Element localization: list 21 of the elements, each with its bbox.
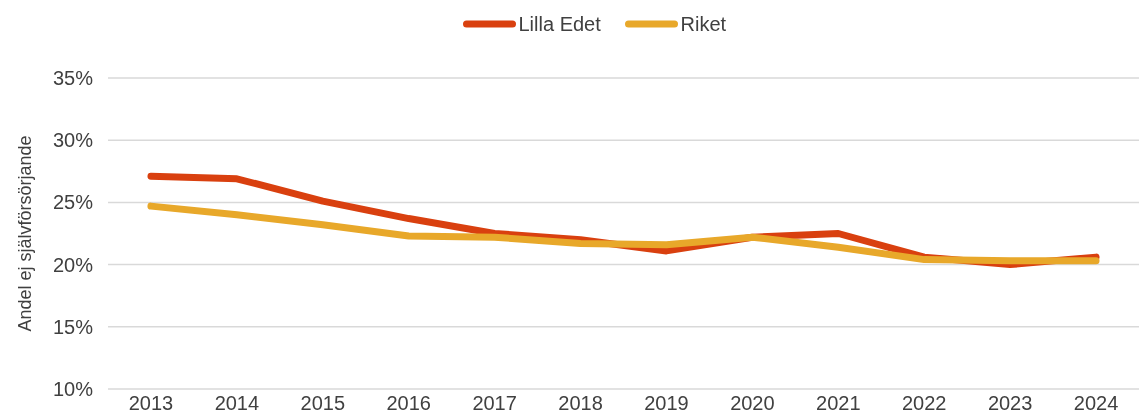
- y-tick-label: 20%: [52, 253, 94, 276]
- y-tick-label: 15%: [52, 315, 94, 338]
- y-axis-title: Andel ej självförsörjande: [14, 135, 35, 332]
- x-tick-label: 2021: [816, 392, 861, 414]
- y-tick-label: 25%: [52, 191, 94, 214]
- legend-label: Riket: [680, 13, 727, 35]
- x-tick-label: 2015: [300, 392, 346, 414]
- x-tick-label: 2013: [128, 392, 174, 414]
- x-tick-label: 2023: [987, 392, 1033, 414]
- legend-label: Lilla Edet: [518, 13, 602, 35]
- x-tick-label: 2017: [472, 392, 517, 414]
- x-tick-label: 2019: [644, 392, 689, 414]
- y-tick-label: 10%: [52, 378, 94, 400]
- x-tick-label: 2020: [730, 392, 775, 414]
- y-tick-label: 35%: [52, 67, 94, 89]
- x-tick-label: 2024: [1073, 392, 1119, 414]
- x-tick-label: 2018: [558, 392, 603, 414]
- x-tick-label: 2022: [901, 392, 947, 414]
- x-tick-label: 2016: [386, 392, 431, 414]
- x-tick-label: 2014: [214, 392, 260, 414]
- y-tick-label: 30%: [52, 129, 94, 152]
